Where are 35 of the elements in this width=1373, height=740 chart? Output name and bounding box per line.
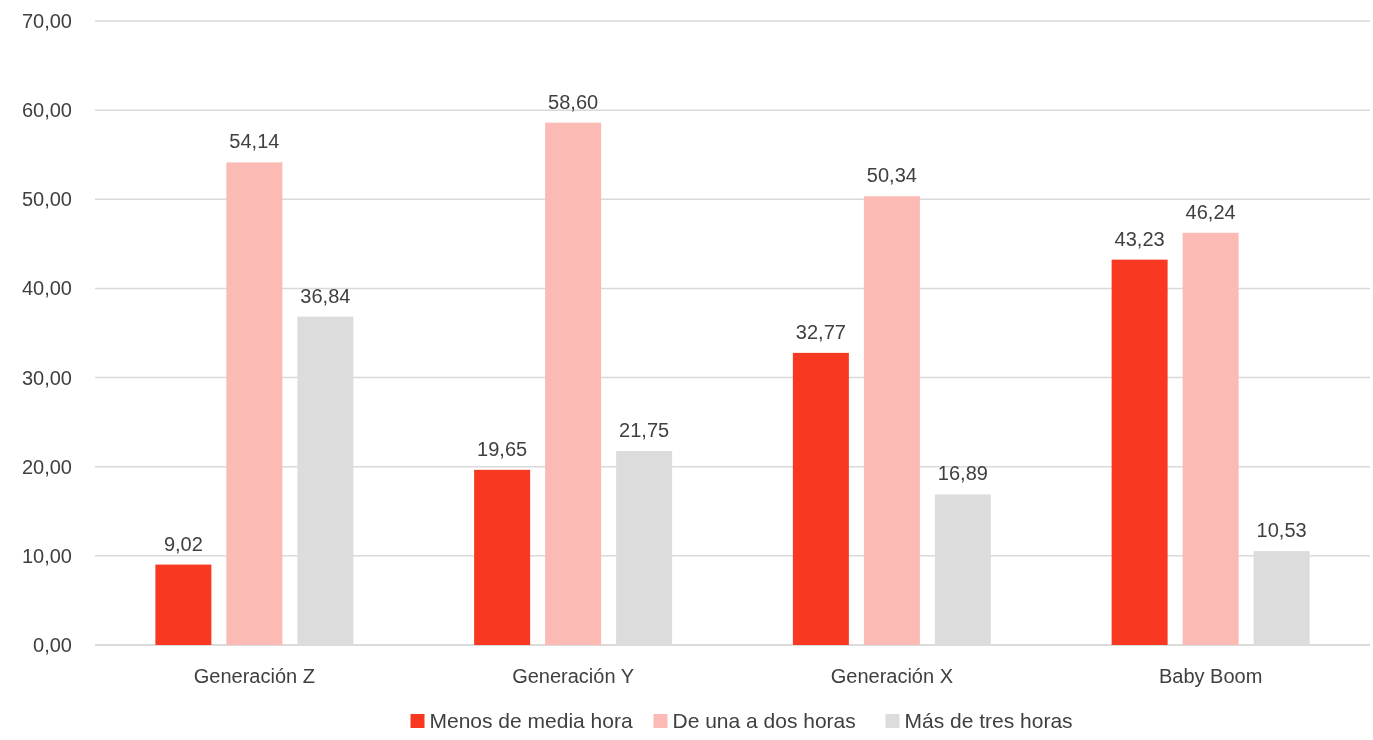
bar xyxy=(1182,232,1239,645)
bar xyxy=(545,122,602,645)
x-tick-label: Generación Y xyxy=(512,665,635,687)
bar xyxy=(155,564,212,645)
data-label: 10,53 xyxy=(1256,519,1307,542)
data-label: 43,23 xyxy=(1114,227,1165,250)
bar xyxy=(1111,259,1168,645)
data-label: 46,24 xyxy=(1185,200,1236,223)
bar xyxy=(474,469,531,645)
y-tick-label: 20,00 xyxy=(21,455,72,478)
y-tick-label: 10,00 xyxy=(21,544,72,567)
data-label: 58,60 xyxy=(548,90,599,113)
bar xyxy=(226,162,283,645)
y-tick-label: 40,00 xyxy=(21,277,72,300)
bar xyxy=(792,352,849,645)
data-label: 9,02 xyxy=(163,532,203,555)
data-label: 32,77 xyxy=(795,320,846,343)
data-label: 19,65 xyxy=(477,437,528,460)
y-tick-label: 30,00 xyxy=(21,366,72,389)
y-tick-label: 50,00 xyxy=(21,188,72,211)
data-label: 16,89 xyxy=(937,462,988,485)
x-tick-label: Generación X xyxy=(830,665,954,687)
legend-label: Menos de media hora xyxy=(429,709,633,732)
x-tick-label: Generación Z xyxy=(193,665,315,687)
bar xyxy=(863,196,920,645)
legend-label: De una a dos horas xyxy=(672,709,856,732)
y-tick-label: 60,00 xyxy=(21,99,72,122)
data-label: 54,14 xyxy=(229,130,280,153)
data-label: 36,84 xyxy=(300,284,351,307)
y-tick-label: 70,00 xyxy=(21,10,72,32)
data-label: 21,75 xyxy=(619,419,670,442)
data-label: 50,34 xyxy=(866,164,917,187)
x-tick-label: Baby Boom xyxy=(1158,665,1263,687)
y-tick-label: 0,00 xyxy=(33,634,72,656)
legend-label: Más de tres horas xyxy=(904,709,1073,732)
